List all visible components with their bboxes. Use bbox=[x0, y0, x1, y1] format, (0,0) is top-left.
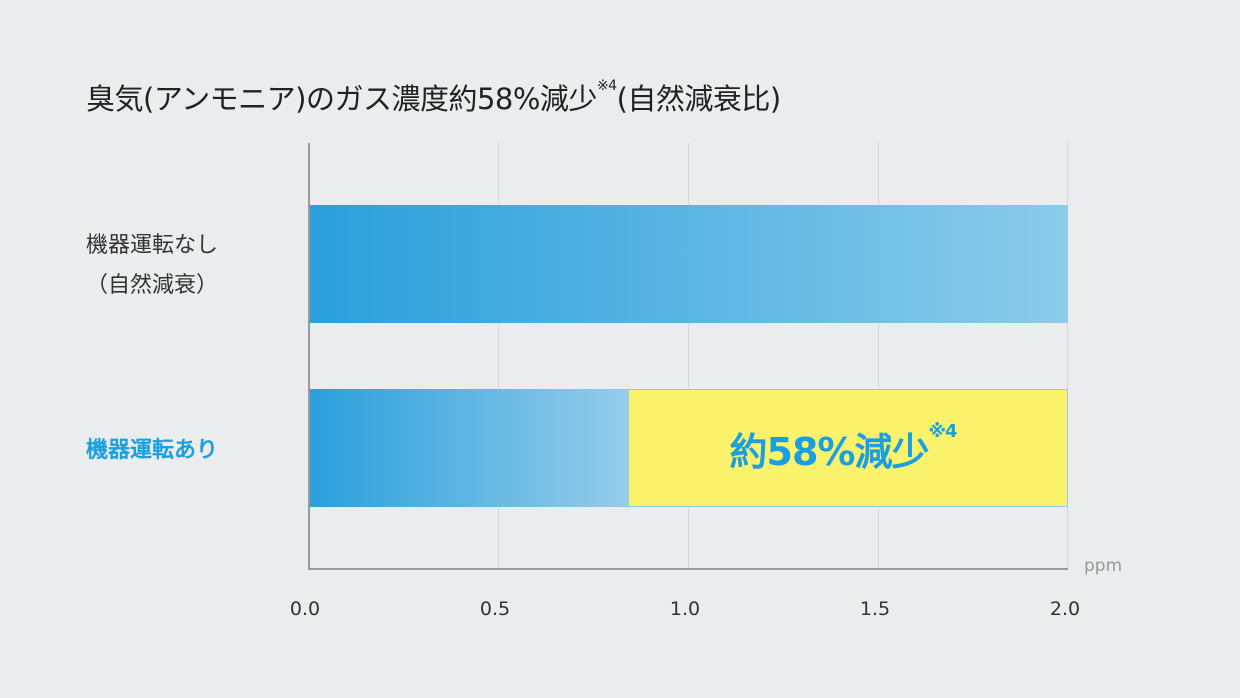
reduction-text: 約58%減少 bbox=[729, 429, 930, 474]
gridline bbox=[498, 143, 499, 570]
category-label-line1: 機器運転なし bbox=[86, 233, 219, 258]
x-axis-unit: ppm bbox=[1084, 556, 1123, 576]
x-tick: 1.0 bbox=[669, 598, 701, 620]
y-axis-line bbox=[308, 143, 310, 570]
category-label-without-device: 機器運転なし （自然減衰） bbox=[86, 226, 218, 306]
title-text: 臭気(アンモニア)のガス濃度約58%減少 bbox=[86, 82, 597, 116]
category-label-with-device: 機器運転あり bbox=[86, 438, 219, 463]
gridline bbox=[878, 143, 879, 570]
bar-without-device bbox=[310, 205, 1068, 323]
category-label-line2: （自然減衰） bbox=[86, 273, 219, 298]
chart-title: 臭気(アンモニア)のガス濃度約58%減少※4(自然減衰比) bbox=[86, 76, 781, 118]
plot-area: 約58%減少※4 bbox=[308, 143, 1068, 570]
x-tick: 0.5 bbox=[479, 598, 511, 620]
x-tick: 1.5 bbox=[859, 598, 891, 620]
gridline bbox=[1067, 143, 1068, 570]
x-axis-line bbox=[308, 568, 1068, 570]
x-tick: 2.0 bbox=[1049, 598, 1081, 620]
reduction-label: 約58%減少※4 bbox=[729, 420, 958, 476]
reduction-highlight: 約58%減少※4 bbox=[628, 389, 1068, 507]
reduction-footnote: ※4 bbox=[928, 420, 957, 442]
title-footnote: ※4 bbox=[596, 78, 617, 94]
title-suffix: (自然減衰比) bbox=[616, 82, 782, 116]
x-tick: 0.0 bbox=[289, 598, 321, 620]
gridline bbox=[688, 143, 689, 570]
bar-with-device bbox=[310, 389, 628, 507]
